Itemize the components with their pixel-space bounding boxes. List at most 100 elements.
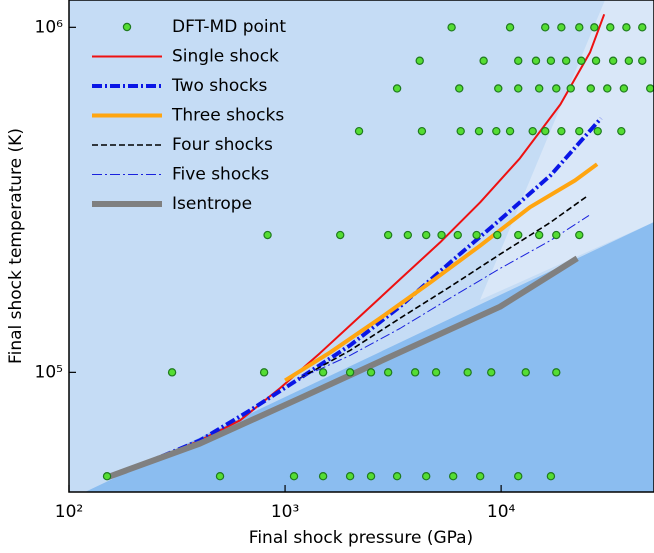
y-axis-label: Final shock temperature (K) xyxy=(6,128,26,364)
data-point xyxy=(421,472,431,481)
plot-area xyxy=(102,13,654,481)
data-point xyxy=(289,472,299,481)
legend-label: Two shocks xyxy=(171,76,268,96)
data-point xyxy=(263,230,272,240)
data-point xyxy=(514,230,523,240)
legend-label: DFT-MD point xyxy=(172,17,286,37)
data-point xyxy=(475,472,485,481)
legend-label: Five shocks xyxy=(172,165,269,185)
x-tick-label: 10² xyxy=(55,502,83,522)
y-tick-label: 10⁶ xyxy=(35,17,64,37)
legend-label: Single shock xyxy=(172,47,279,67)
data-point xyxy=(575,126,584,136)
data-point xyxy=(534,230,544,240)
data-point xyxy=(603,84,612,93)
legend: DFT-MD point Single shock Two shocks Three … xyxy=(92,17,286,214)
data-point xyxy=(345,472,355,481)
data-point xyxy=(557,126,566,136)
data-point xyxy=(479,56,488,65)
data-point xyxy=(552,368,561,377)
data-point xyxy=(437,230,446,240)
data-point xyxy=(336,230,345,240)
data-point xyxy=(590,23,599,32)
data-point xyxy=(403,230,413,240)
data-point xyxy=(392,472,402,481)
data-point xyxy=(514,472,523,481)
data-point xyxy=(534,84,544,93)
data-point xyxy=(638,56,647,65)
data-point xyxy=(546,56,556,65)
data-point xyxy=(638,23,647,32)
data-point xyxy=(383,230,393,240)
data-point xyxy=(318,368,328,377)
legend-label: Isentrope xyxy=(172,194,252,214)
legend-label: Three shocks xyxy=(171,106,284,126)
data-point xyxy=(505,126,515,136)
data-point xyxy=(531,56,541,65)
data-point xyxy=(608,56,618,65)
data-point xyxy=(494,84,503,93)
series-line xyxy=(284,162,599,383)
data-point xyxy=(561,56,571,65)
data-point xyxy=(528,126,537,136)
data-point xyxy=(505,23,515,32)
data-point xyxy=(514,84,523,93)
data-point xyxy=(318,472,328,481)
data-point xyxy=(366,368,376,377)
data-point xyxy=(591,56,601,65)
data-point xyxy=(617,126,626,136)
legend-marker xyxy=(122,22,132,32)
data-point xyxy=(624,56,634,65)
data-point xyxy=(102,472,112,481)
data-point xyxy=(455,84,464,93)
data-point xyxy=(453,230,462,240)
data-point xyxy=(431,368,441,377)
data-point xyxy=(552,230,561,240)
series-line xyxy=(299,214,590,379)
data-point xyxy=(456,126,465,136)
data-point xyxy=(593,126,602,136)
data-point xyxy=(646,84,654,93)
data-point xyxy=(354,126,364,136)
data-point xyxy=(415,56,424,65)
data-point xyxy=(383,368,393,377)
data-point xyxy=(410,368,420,377)
data-point xyxy=(417,126,427,136)
data-point xyxy=(619,84,629,93)
data-point xyxy=(215,472,225,481)
data-point xyxy=(557,23,566,32)
data-point xyxy=(521,368,530,377)
axes: 10² 10³ 10⁴ 10⁵ 10⁶ xyxy=(35,17,516,522)
data-point xyxy=(492,126,501,136)
data-point xyxy=(447,23,456,32)
data-point xyxy=(472,230,481,240)
series-line xyxy=(299,195,588,379)
data-point xyxy=(421,230,431,240)
x-tick-label: 10³ xyxy=(271,502,299,522)
data-point xyxy=(487,368,496,377)
data-point xyxy=(474,126,484,136)
data-point xyxy=(463,368,472,377)
data-point xyxy=(566,84,575,93)
data-point xyxy=(622,23,631,32)
data-point xyxy=(541,126,550,136)
data-point xyxy=(448,472,458,481)
data-point xyxy=(167,368,177,377)
data-point xyxy=(392,84,402,93)
data-point xyxy=(366,472,376,481)
data-point xyxy=(541,23,550,32)
data-point xyxy=(586,84,595,93)
data-point xyxy=(546,472,556,481)
legend-label: Four shocks xyxy=(172,135,273,155)
y-tick-label: 10⁵ xyxy=(35,362,63,382)
data-point xyxy=(606,23,615,32)
data-point xyxy=(345,368,355,377)
x-tick-label: 10⁴ xyxy=(487,502,516,522)
data-point xyxy=(575,23,584,32)
light-region xyxy=(480,0,654,300)
series-line xyxy=(146,13,606,464)
data-point xyxy=(577,56,586,65)
x-axis-label: Final shock pressure (GPa) xyxy=(249,528,473,548)
data-point xyxy=(575,230,584,240)
